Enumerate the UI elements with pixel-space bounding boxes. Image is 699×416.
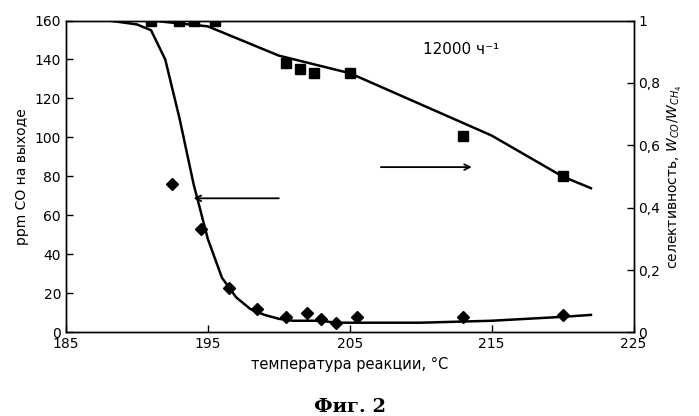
X-axis label: температура реакции, °C: температура реакции, °C	[251, 357, 448, 372]
Y-axis label: ppm CO на выходе: ppm CO на выходе	[15, 108, 29, 245]
Text: 12000 ч⁻¹: 12000 ч⁻¹	[424, 42, 500, 57]
Text: Фиг. 2: Фиг. 2	[313, 398, 386, 416]
Y-axis label: селективность, $W_{CO}/W_{CH_4}$: селективность, $W_{CO}/W_{CH_4}$	[666, 84, 684, 269]
